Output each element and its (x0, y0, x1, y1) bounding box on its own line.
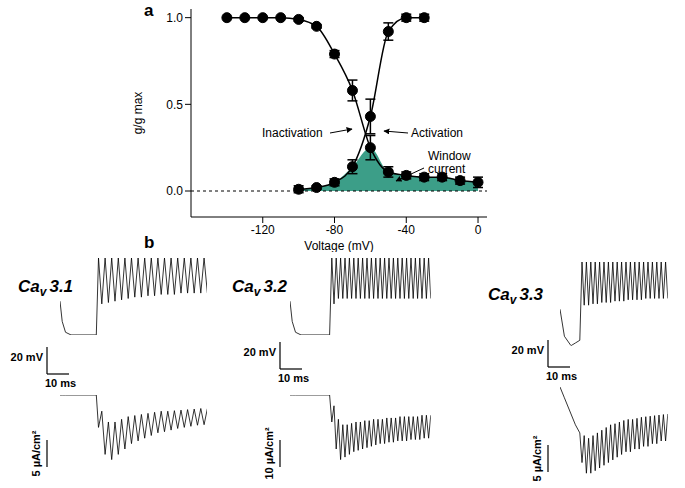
svg-text:0.0: 0.0 (166, 184, 183, 198)
svg-text:Voltage (mV): Voltage (mV) (304, 239, 373, 252)
svg-text:-40: -40 (398, 223, 416, 237)
svg-text:10 µA/cm²: 10 µA/cm² (263, 427, 275, 480)
svg-text:b: b (144, 233, 154, 252)
svg-text:Inactivation: Inactivation (262, 126, 323, 140)
svg-text:g/g max: g/g max (131, 92, 145, 135)
svg-text:20 mV: 20 mV (11, 351, 44, 363)
svg-text:-80: -80 (326, 223, 344, 237)
svg-text:Windowcurrent: Windowcurrent (428, 149, 471, 176)
svg-text:0.5: 0.5 (166, 98, 183, 112)
svg-text:20 mV: 20 mV (244, 346, 277, 358)
svg-text:10 ms: 10 ms (546, 370, 577, 382)
svg-text:a: a (144, 1, 154, 20)
svg-text:5 µA/cm²: 5 µA/cm² (531, 435, 543, 481)
svg-text:Cav3.2: Cav3.2 (232, 277, 288, 299)
svg-text:20 mV: 20 mV (512, 344, 545, 356)
svg-text:-120: -120 (251, 223, 275, 237)
svg-text:Cav3.1: Cav3.1 (18, 277, 73, 299)
svg-text:10 ms: 10 ms (45, 377, 76, 389)
svg-text:Activation: Activation (411, 126, 463, 140)
svg-text:10 ms: 10 ms (278, 372, 309, 384)
svg-text:5 µA/cm²: 5 µA/cm² (30, 430, 42, 476)
svg-text:Cav3.3: Cav3.3 (488, 285, 544, 307)
svg-text:1.0: 1.0 (166, 11, 183, 25)
svg-text:0: 0 (475, 223, 482, 237)
